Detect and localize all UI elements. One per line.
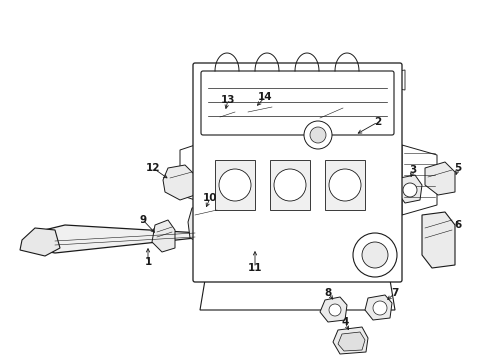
Polygon shape — [30, 225, 200, 253]
Polygon shape — [200, 280, 395, 310]
Polygon shape — [163, 165, 195, 200]
Text: 9: 9 — [140, 215, 147, 225]
Text: 12: 12 — [146, 163, 160, 173]
Polygon shape — [285, 100, 350, 168]
Circle shape — [403, 183, 417, 197]
Polygon shape — [402, 145, 437, 215]
Circle shape — [310, 127, 326, 143]
Text: 1: 1 — [145, 257, 151, 267]
Circle shape — [304, 121, 332, 149]
Circle shape — [274, 169, 306, 201]
Polygon shape — [20, 228, 60, 256]
Circle shape — [362, 242, 388, 268]
Text: 11: 11 — [248, 263, 262, 273]
Polygon shape — [333, 327, 368, 354]
FancyBboxPatch shape — [201, 71, 394, 135]
Text: 14: 14 — [258, 92, 272, 102]
Polygon shape — [425, 162, 455, 195]
Circle shape — [329, 304, 341, 316]
Text: 7: 7 — [392, 288, 399, 298]
Text: 5: 5 — [454, 163, 462, 173]
Circle shape — [373, 301, 387, 315]
Polygon shape — [365, 295, 392, 320]
Polygon shape — [180, 145, 195, 200]
Text: 6: 6 — [454, 220, 462, 230]
Text: 2: 2 — [374, 117, 382, 127]
Circle shape — [219, 169, 251, 201]
Circle shape — [353, 233, 397, 277]
Polygon shape — [397, 175, 422, 203]
Text: 3: 3 — [409, 165, 416, 175]
Polygon shape — [242, 97, 275, 138]
Bar — [215, 160, 255, 210]
Bar — [270, 160, 310, 210]
Bar — [325, 160, 365, 210]
Polygon shape — [385, 70, 405, 90]
Text: 10: 10 — [203, 193, 217, 203]
Polygon shape — [320, 297, 347, 322]
Polygon shape — [338, 332, 365, 351]
Polygon shape — [152, 220, 175, 252]
Polygon shape — [422, 212, 455, 268]
Circle shape — [329, 169, 361, 201]
Text: 13: 13 — [221, 95, 235, 105]
Text: 8: 8 — [324, 288, 332, 298]
FancyBboxPatch shape — [193, 63, 402, 282]
Polygon shape — [188, 205, 220, 245]
Text: 4: 4 — [342, 317, 349, 327]
Polygon shape — [213, 105, 238, 132]
